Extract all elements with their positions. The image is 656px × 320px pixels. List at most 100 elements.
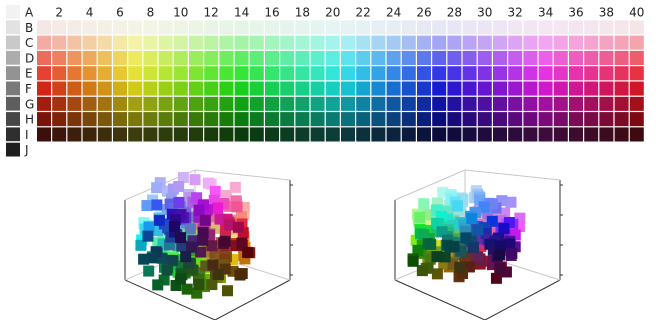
swatch-H-18: [295, 112, 310, 127]
swatch-B-9: [158, 20, 173, 35]
swatch-F-5: [97, 81, 112, 96]
swatch-E-3: [67, 66, 82, 81]
voxel: [494, 249, 506, 261]
swatch-G-5: [97, 96, 112, 111]
swatch-B-1: [37, 20, 51, 35]
swatch-E-32: [508, 66, 523, 81]
gray-swatch-H: [6, 112, 20, 126]
voxel: [152, 225, 164, 237]
swatch-H-32: [508, 112, 523, 127]
row-label-J: J: [24, 143, 29, 157]
swatch-E-8: [143, 66, 158, 81]
swatch-C-15: [249, 35, 264, 50]
swatch-D-19: [310, 50, 325, 65]
swatch-D-16: [265, 50, 279, 65]
swatch-D-35: [553, 50, 568, 65]
swatch-I-8: [143, 127, 158, 142]
voxel: [157, 238, 169, 250]
swatch-G-9: [158, 96, 173, 111]
swatch-C-34: [538, 35, 553, 50]
swatch-B-26: [417, 20, 431, 35]
gray-swatch-J: [6, 142, 20, 157]
swatch-C-5: [97, 35, 112, 50]
swatch-E-19: [310, 66, 325, 81]
swatch-D-2: [52, 50, 67, 65]
swatch-D-37: [584, 50, 599, 65]
swatch-E-35: [553, 66, 568, 81]
swatch-B-22: [356, 20, 371, 35]
voxel: [242, 246, 254, 258]
voxel: [457, 268, 469, 280]
swatch-B-16: [265, 20, 279, 35]
swatch-D-29: [462, 50, 477, 65]
swatch-D-12: [204, 50, 219, 65]
gray-swatch-B: [6, 20, 20, 35]
swatch-G-22: [356, 96, 371, 111]
swatch-B-18: [295, 20, 310, 35]
swatch-D-23: [371, 50, 386, 65]
swatch-E-11: [189, 66, 203, 81]
swatch-D-38: [599, 50, 614, 65]
voxel: [442, 207, 454, 219]
swatch-E-6: [113, 66, 127, 81]
swatch-H-33: [523, 112, 538, 127]
swatch-D-18: [295, 50, 310, 65]
col-tick-12: 12: [204, 6, 219, 20]
voxel: [439, 251, 451, 263]
swatch-I-19: [310, 127, 325, 142]
swatch-E-21: [341, 66, 355, 81]
voxel: [206, 279, 218, 291]
swatch-F-29: [462, 81, 477, 96]
row-label-G: G: [25, 97, 34, 111]
voxel: [135, 239, 147, 251]
voxel: [143, 265, 155, 277]
swatch-G-1: [37, 96, 51, 111]
swatch-E-14: [234, 66, 249, 81]
swatch-D-15: [249, 50, 264, 65]
voxel: [204, 229, 216, 241]
swatch-G-17: [280, 96, 295, 111]
swatch-D-11: [189, 50, 203, 65]
swatch-I-14: [234, 127, 249, 142]
voxel: [158, 274, 170, 286]
swatch-I-5: [97, 127, 112, 142]
voxel: [183, 257, 195, 269]
swatch-C-23: [371, 35, 386, 50]
voxel: [193, 211, 205, 223]
voxel: [197, 226, 209, 238]
swatch-H-21: [341, 112, 355, 127]
axis-line: [484, 279, 561, 320]
swatch-I-12: [204, 127, 219, 142]
swatch-G-18: [295, 96, 310, 111]
swatch-E-34: [538, 66, 553, 81]
voxel: [161, 264, 173, 276]
swatch-B-12: [204, 20, 219, 35]
swatch-F-26: [417, 81, 431, 96]
swatch-C-6: [113, 35, 127, 50]
gray-swatch-D: [6, 50, 20, 65]
swatch-B-36: [569, 20, 583, 35]
swatch-D-10: [173, 50, 188, 65]
voxel: [191, 287, 203, 299]
swatch-C-25: [401, 35, 416, 50]
row-label-F: F: [25, 82, 32, 96]
swatch-B-21: [341, 20, 355, 35]
voxel: [212, 202, 224, 214]
col-tick-16: 16: [264, 6, 279, 20]
voxel: [181, 283, 193, 295]
voxel: [460, 225, 472, 237]
voxel: [185, 241, 197, 253]
voxel: [488, 243, 500, 255]
voxel: [217, 198, 229, 210]
swatch-I-2: [52, 127, 67, 142]
swatch-C-3: [67, 35, 82, 50]
axis-line: [194, 169, 291, 181]
swatch-F-31: [493, 81, 507, 96]
swatch-H-37: [584, 112, 599, 127]
swatch-H-16: [265, 112, 279, 127]
row-label-B: B: [25, 21, 33, 35]
swatch-G-35: [553, 96, 568, 111]
swatch-H-9: [158, 112, 173, 127]
swatch-F-28: [447, 81, 462, 96]
swatch-E-13: [219, 66, 234, 81]
